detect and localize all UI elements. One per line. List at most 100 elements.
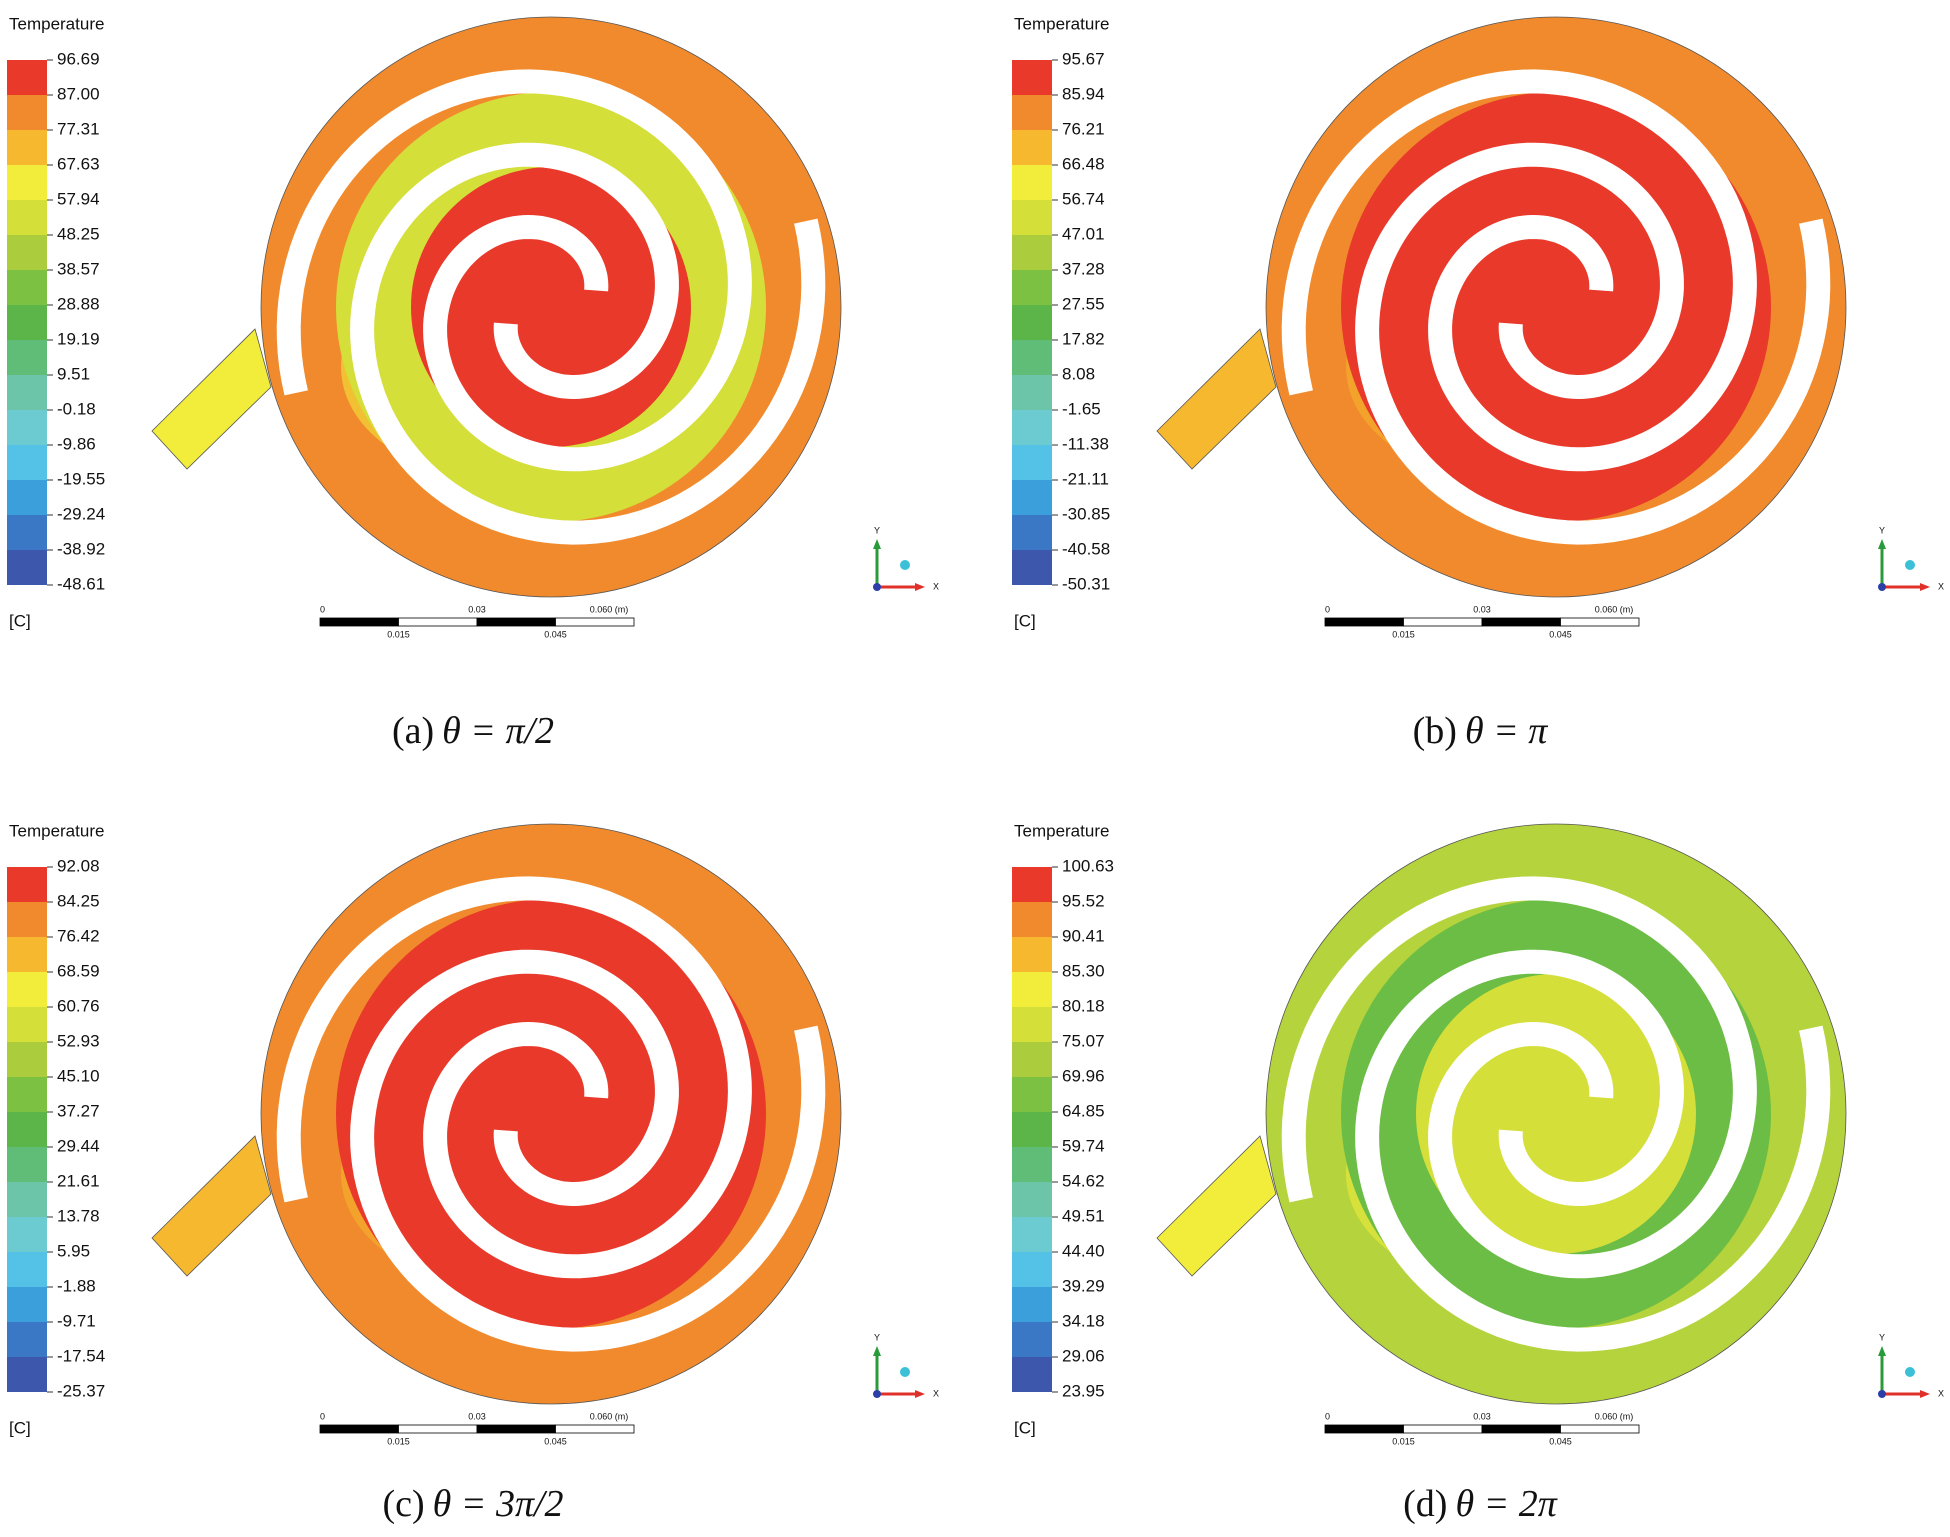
legend-band xyxy=(7,1322,47,1357)
inlet-pipe xyxy=(1156,1135,1277,1277)
legend-band xyxy=(1012,1182,1052,1217)
legend-band xyxy=(7,515,47,550)
scale-segment xyxy=(1560,1424,1640,1434)
legend-label: 5.95 xyxy=(57,1241,90,1260)
legend-label: 100.63 xyxy=(1062,856,1114,875)
casing-outline xyxy=(1265,16,1847,598)
caption-label: (c) xyxy=(382,1483,424,1525)
scroll-wall xyxy=(350,949,826,1352)
legend-band xyxy=(7,340,47,375)
scroll-wall xyxy=(276,876,752,1279)
legend-band xyxy=(7,375,47,410)
view-ball xyxy=(1905,560,1915,570)
scale-segment xyxy=(555,1424,635,1434)
scale-segment xyxy=(1324,617,1404,627)
scale-label: 0.045 xyxy=(1549,629,1572,639)
legend-label: 60.76 xyxy=(57,996,100,1015)
legend-band xyxy=(7,95,47,130)
legend-band xyxy=(1012,235,1052,270)
legend-band xyxy=(7,1042,47,1077)
legend-band xyxy=(1012,410,1052,445)
legend-band xyxy=(1012,305,1052,340)
legend-label: 66.48 xyxy=(1062,154,1105,173)
axis-y-head xyxy=(1878,539,1886,549)
legend-label: 85.94 xyxy=(1062,84,1105,103)
legend-band xyxy=(1012,375,1052,410)
scale-label: 0.03 xyxy=(468,604,486,614)
legend-band xyxy=(7,972,47,1007)
axis-y-label: Y xyxy=(874,525,880,535)
scale-segment xyxy=(476,617,556,627)
axis-y-head xyxy=(873,1346,881,1356)
scale-segment xyxy=(1560,617,1640,627)
axis-y-label: Y xyxy=(1879,1332,1885,1342)
legend-label: 90.41 xyxy=(1062,926,1105,945)
legend-band xyxy=(1012,340,1052,375)
legend-band xyxy=(7,1287,47,1322)
scale-label: 0.045 xyxy=(544,1436,567,1446)
legend-band xyxy=(1012,1252,1052,1287)
legend-label: -38.92 xyxy=(57,539,105,558)
legend-label: 19.19 xyxy=(57,329,100,348)
legend-title: Temperature xyxy=(1014,821,1109,840)
legend-band xyxy=(7,270,47,305)
legend-band xyxy=(1012,130,1052,165)
legend-label: -19.55 xyxy=(57,469,105,488)
scroll-wall xyxy=(1355,142,1831,545)
caption-formula: θ = 2π xyxy=(1455,1483,1557,1525)
scale-label: 0 xyxy=(320,604,325,614)
scale-label: 0.060 (m) xyxy=(1595,604,1634,614)
legend-label: -1.65 xyxy=(1062,399,1101,418)
axis-origin xyxy=(1878,583,1886,591)
legend-band xyxy=(1012,270,1052,305)
legend-label: 69.96 xyxy=(1062,1066,1105,1085)
legend-label: -9.71 xyxy=(57,1311,96,1330)
axis-y-head xyxy=(873,539,881,549)
legend-label: 8.08 xyxy=(1062,364,1095,383)
legend-band xyxy=(1012,480,1052,515)
view-ball xyxy=(900,1367,910,1377)
legend-label: -21.11 xyxy=(1062,469,1109,488)
legend-band xyxy=(1012,60,1052,95)
scale-segment xyxy=(1324,1424,1404,1434)
legend-label: -0.18 xyxy=(57,399,96,418)
legend-band xyxy=(7,937,47,972)
legend-label: 95.52 xyxy=(1062,891,1105,910)
legend-label: 76.21 xyxy=(1062,119,1105,138)
legend-label: 9.51 xyxy=(57,364,90,383)
legend-label: 96.69 xyxy=(57,49,100,68)
legend-label: -17.54 xyxy=(57,1346,105,1365)
legend-label: 56.74 xyxy=(1062,189,1105,208)
legend-label: 52.93 xyxy=(57,1031,100,1050)
inlet-pipe xyxy=(1156,328,1277,470)
axis-x-head xyxy=(1920,583,1930,591)
legend-label: 76.42 xyxy=(57,926,100,945)
legend-label: 13.78 xyxy=(57,1206,100,1225)
legend-label: -1.88 xyxy=(57,1276,96,1295)
caption-label: (b) xyxy=(1413,710,1457,752)
legend-label: 57.94 xyxy=(57,189,100,208)
legend-band xyxy=(7,1077,47,1112)
axis-y-label: Y xyxy=(874,1332,880,1342)
legend-band xyxy=(7,445,47,480)
legend-title: Temperature xyxy=(1014,14,1109,33)
legend-band xyxy=(1012,972,1052,1007)
legend-label: 29.06 xyxy=(1062,1346,1105,1365)
inlet-pipe xyxy=(151,328,272,470)
legend-band xyxy=(1012,1217,1052,1252)
legend-band xyxy=(7,200,47,235)
casing-outline xyxy=(1265,823,1847,1405)
caption: (d) θ = 2π xyxy=(1403,1483,1558,1525)
caption-formula: θ = π xyxy=(1465,710,1548,752)
legend-label: 80.18 xyxy=(1062,996,1105,1015)
legend-band xyxy=(1012,1077,1052,1112)
legend-band xyxy=(1012,445,1052,480)
legend-band xyxy=(7,1252,47,1287)
legend-band xyxy=(7,550,47,585)
legend-band xyxy=(7,165,47,200)
legend-band xyxy=(7,60,47,95)
legend-band xyxy=(1012,1147,1052,1182)
legend-label: 29.44 xyxy=(57,1136,100,1155)
scale-segment xyxy=(476,1424,556,1434)
